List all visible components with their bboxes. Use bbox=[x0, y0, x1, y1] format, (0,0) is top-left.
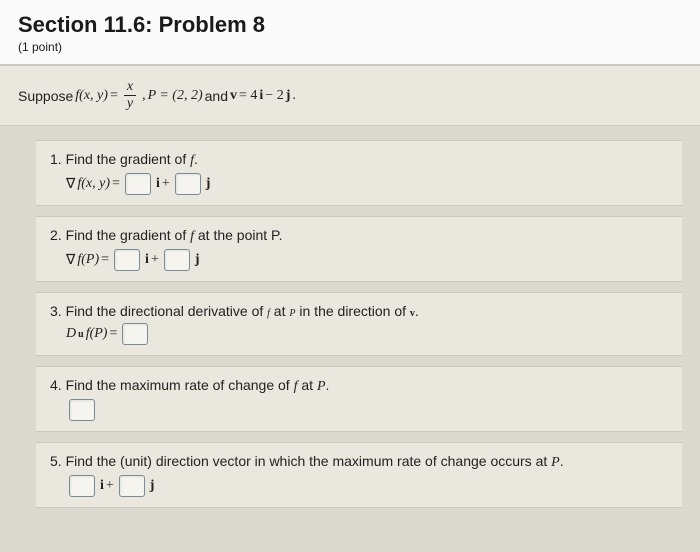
expr-D: D bbox=[66, 326, 76, 342]
eq: = bbox=[110, 88, 118, 104]
vec-eq: = 4 bbox=[239, 88, 257, 104]
period: . bbox=[292, 88, 296, 104]
expr-eq: = bbox=[112, 176, 120, 192]
expr-func: f(P) bbox=[86, 326, 108, 342]
i-label: i bbox=[156, 176, 160, 192]
fraction-x-over-y: x y bbox=[124, 80, 136, 111]
suppose-block: Suppose f(x, y) = x y , P = (2, 2) and v… bbox=[0, 65, 700, 126]
answer-input-3[interactable] bbox=[122, 323, 148, 345]
func-fxy: f(x, y) bbox=[75, 88, 108, 104]
expr-eq: = bbox=[109, 326, 117, 342]
problems-list: 1. Find the gradient of f. ∇ f(x, y) = i… bbox=[0, 126, 700, 522]
expr-func: f(P) bbox=[77, 252, 99, 268]
problem-5: 5. Find the (unit) direction vector in w… bbox=[36, 442, 682, 508]
problem-3: 3. Find the directional derivative of f … bbox=[36, 292, 682, 356]
points-label: (1 point) bbox=[18, 40, 682, 54]
num: 3. bbox=[50, 303, 62, 319]
nabla: ∇ bbox=[66, 252, 75, 269]
prompt-text: Find the maximum rate of change of f at … bbox=[66, 377, 330, 393]
answer-input-1-i[interactable] bbox=[125, 173, 151, 195]
and-text: and bbox=[205, 88, 228, 104]
expr-func: f(x, y) bbox=[77, 176, 110, 192]
answer-input-4[interactable] bbox=[69, 399, 95, 421]
problem-4: 4. Find the maximum rate of change of f … bbox=[36, 366, 682, 432]
plus: + bbox=[151, 252, 159, 268]
problem-1: 1. Find the gradient of f. ∇ f(x, y) = i… bbox=[36, 140, 682, 206]
suppose-prefix: Suppose bbox=[18, 88, 73, 104]
answer-input-2-j[interactable] bbox=[164, 249, 190, 271]
sep: , bbox=[142, 88, 146, 104]
vec-v: v bbox=[230, 88, 237, 104]
i-label: i bbox=[100, 478, 104, 494]
plus: + bbox=[162, 176, 170, 192]
prompt-text: Find the directional derivative of f at … bbox=[66, 303, 419, 319]
answer-input-5-j[interactable] bbox=[119, 475, 145, 497]
expr-eq: = bbox=[101, 252, 109, 268]
point-def: P = (2, 2) bbox=[148, 88, 203, 104]
j-label: j bbox=[195, 252, 200, 268]
num: 4. bbox=[50, 377, 62, 393]
j-label: j bbox=[206, 176, 211, 192]
section-title: Section 11.6: Problem 8 bbox=[18, 12, 682, 38]
nabla: ∇ bbox=[66, 176, 75, 193]
prompt-text: Find the gradient of f at the point P. bbox=[66, 227, 283, 243]
i-label: i bbox=[145, 252, 149, 268]
vec-j: j bbox=[286, 88, 291, 104]
num: 2. bbox=[50, 227, 62, 243]
problem-header: Section 11.6: Problem 8 (1 point) bbox=[0, 0, 700, 65]
frac-num: x bbox=[124, 80, 136, 95]
vec-i: i bbox=[259, 88, 263, 104]
num: 1. bbox=[50, 151, 62, 167]
vec-minus: − 2 bbox=[265, 88, 283, 104]
expr-sub: u bbox=[78, 329, 84, 340]
answer-input-1-j[interactable] bbox=[175, 173, 201, 195]
prompt-text: Find the gradient of f. bbox=[66, 151, 198, 167]
prompt-text: Find the (unit) direction vector in whic… bbox=[66, 453, 564, 469]
answer-input-2-i[interactable] bbox=[114, 249, 140, 271]
problem-2: 2. Find the gradient of f at the point P… bbox=[36, 216, 682, 282]
frac-den: y bbox=[124, 95, 136, 111]
answer-input-5-i[interactable] bbox=[69, 475, 95, 497]
j-label: j bbox=[150, 478, 155, 494]
num: 5. bbox=[50, 453, 62, 469]
plus: + bbox=[106, 478, 114, 494]
